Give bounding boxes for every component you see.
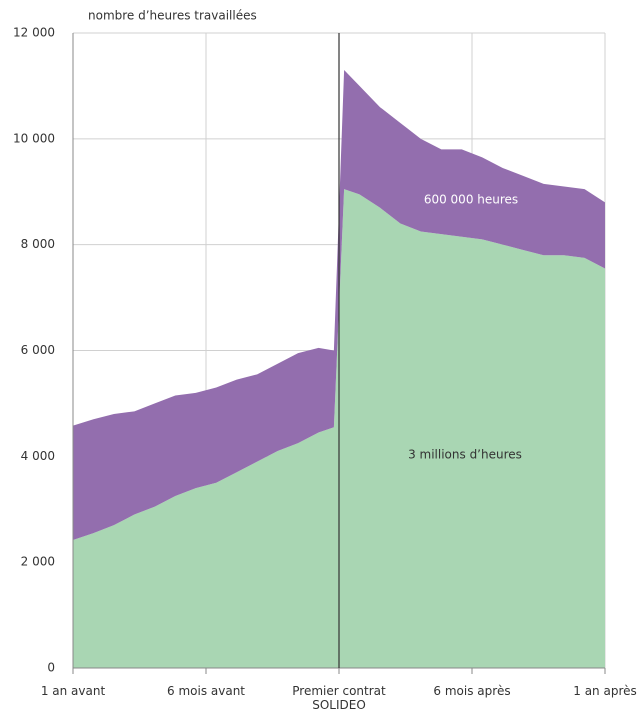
x-tick-label: 6 mois avant (167, 684, 245, 698)
y-tick-label: 6 000 (21, 343, 55, 357)
y-tick-label: 12 000 (13, 26, 55, 40)
y-tick-label: 8 000 (21, 237, 55, 251)
y-tick-label: 4 000 (21, 449, 55, 463)
annotation: 3 millions d’heures (408, 448, 522, 462)
y-tick-label: 0 (47, 661, 55, 675)
annotation: 600 000 heures (424, 193, 518, 207)
y-tick-label: 2 000 (21, 555, 55, 569)
y-tick-label: 10 000 (13, 131, 55, 145)
x-tick-label: 1 an avant (40, 684, 106, 698)
x-tick-label: 6 mois après (433, 684, 511, 698)
x-tick-label: 1 an après (573, 684, 637, 698)
y-axis-label: nombre d’heures travaillées (88, 9, 257, 23)
x-tick-label: Premier contrat SOLIDEO (292, 684, 386, 712)
